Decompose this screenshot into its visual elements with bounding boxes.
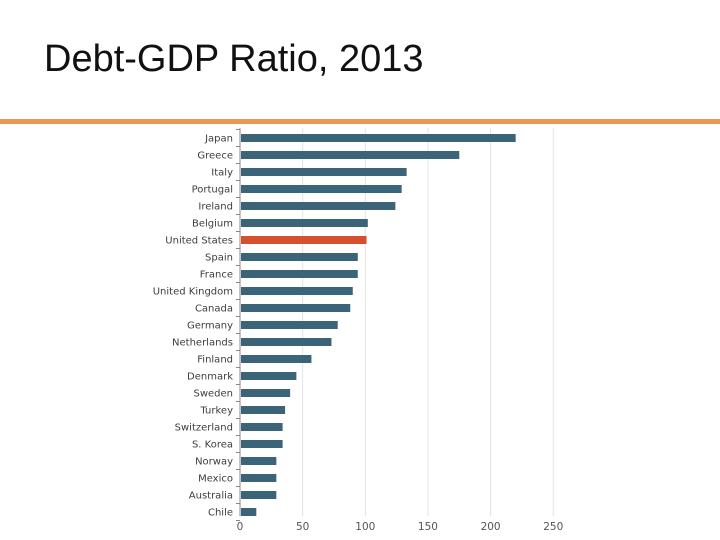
bar-italy <box>241 168 407 176</box>
category-label-mexico: Mexico <box>198 474 233 485</box>
category-label-france: France <box>200 270 233 281</box>
x-tick-label: 50 <box>296 521 309 533</box>
category-label-ireland: Ireland <box>198 202 233 213</box>
category-label-italy: Italy <box>211 168 233 179</box>
bar-finland <box>241 355 312 363</box>
bar-japan <box>241 134 516 142</box>
category-label-netherlands: Netherlands <box>172 338 233 349</box>
bar-portugal <box>241 185 402 193</box>
bar-s-korea <box>241 440 283 448</box>
bar-canada <box>241 304 351 312</box>
bar-mexico <box>241 474 277 482</box>
category-label-turkey: Turkey <box>199 406 233 417</box>
category-label-japan: Japan <box>204 134 233 145</box>
bar-norway <box>241 457 277 465</box>
category-label-chile: Chile <box>208 508 233 519</box>
category-label-norway: Norway <box>195 457 233 468</box>
category-label-germany: Germany <box>187 321 233 332</box>
debt-gdp-bar-chart: Japan Greece Italy Portugal Ireland Belgium Un… <box>153 128 564 533</box>
category-label-belgium: Belgium <box>192 219 233 230</box>
bar-switzerland <box>241 423 283 431</box>
bars <box>241 134 516 516</box>
bar-belgium <box>241 219 368 227</box>
bar-france <box>241 270 358 278</box>
bar-sweden <box>241 389 291 397</box>
category-label-spain: Spain <box>205 253 233 264</box>
category-label-switzerland: Switzerland <box>175 423 233 434</box>
category-label-denmark: Denmark <box>187 372 233 383</box>
bar-greece <box>241 151 460 159</box>
bar-united-states <box>241 236 367 244</box>
bar-spain <box>241 253 358 261</box>
category-label-finland: Finland <box>197 355 233 366</box>
category-label-canada: Canada <box>195 304 233 315</box>
category-label-united-kingdom: United Kingdom <box>153 287 233 298</box>
x-tick-label: 150 <box>418 521 438 533</box>
category-label-united-states: United States <box>165 236 233 247</box>
bar-netherlands <box>241 338 332 346</box>
category-label-portugal: Portugal <box>192 185 233 196</box>
slide-title: Debt-GDP Ratio, 2013 <box>44 38 424 80</box>
x-tick-label: 200 <box>481 521 501 533</box>
bar-germany <box>241 321 338 329</box>
x-tick-label: 100 <box>355 521 375 533</box>
bar-australia <box>241 491 277 499</box>
x-tick-labels: 0 50 100 150 200 250 <box>237 521 564 533</box>
y-axis <box>236 128 241 521</box>
category-label-australia: Australia <box>189 491 233 502</box>
bar-turkey <box>241 406 286 414</box>
bar-chile <box>241 508 257 516</box>
category-labels: Japan Greece Italy Portugal Ireland Belgium Un… <box>153 134 233 519</box>
x-tick-label: 0 <box>237 521 244 533</box>
category-label-greece: Greece <box>197 151 233 162</box>
bar-united-kingdom <box>241 287 353 295</box>
bar-ireland <box>241 202 396 210</box>
category-label-s-korea: S. Korea <box>192 440 233 451</box>
category-label-sweden: Sweden <box>193 389 233 400</box>
x-tick-label: 250 <box>543 521 563 533</box>
title-divider <box>0 119 720 124</box>
bar-denmark <box>241 372 297 380</box>
